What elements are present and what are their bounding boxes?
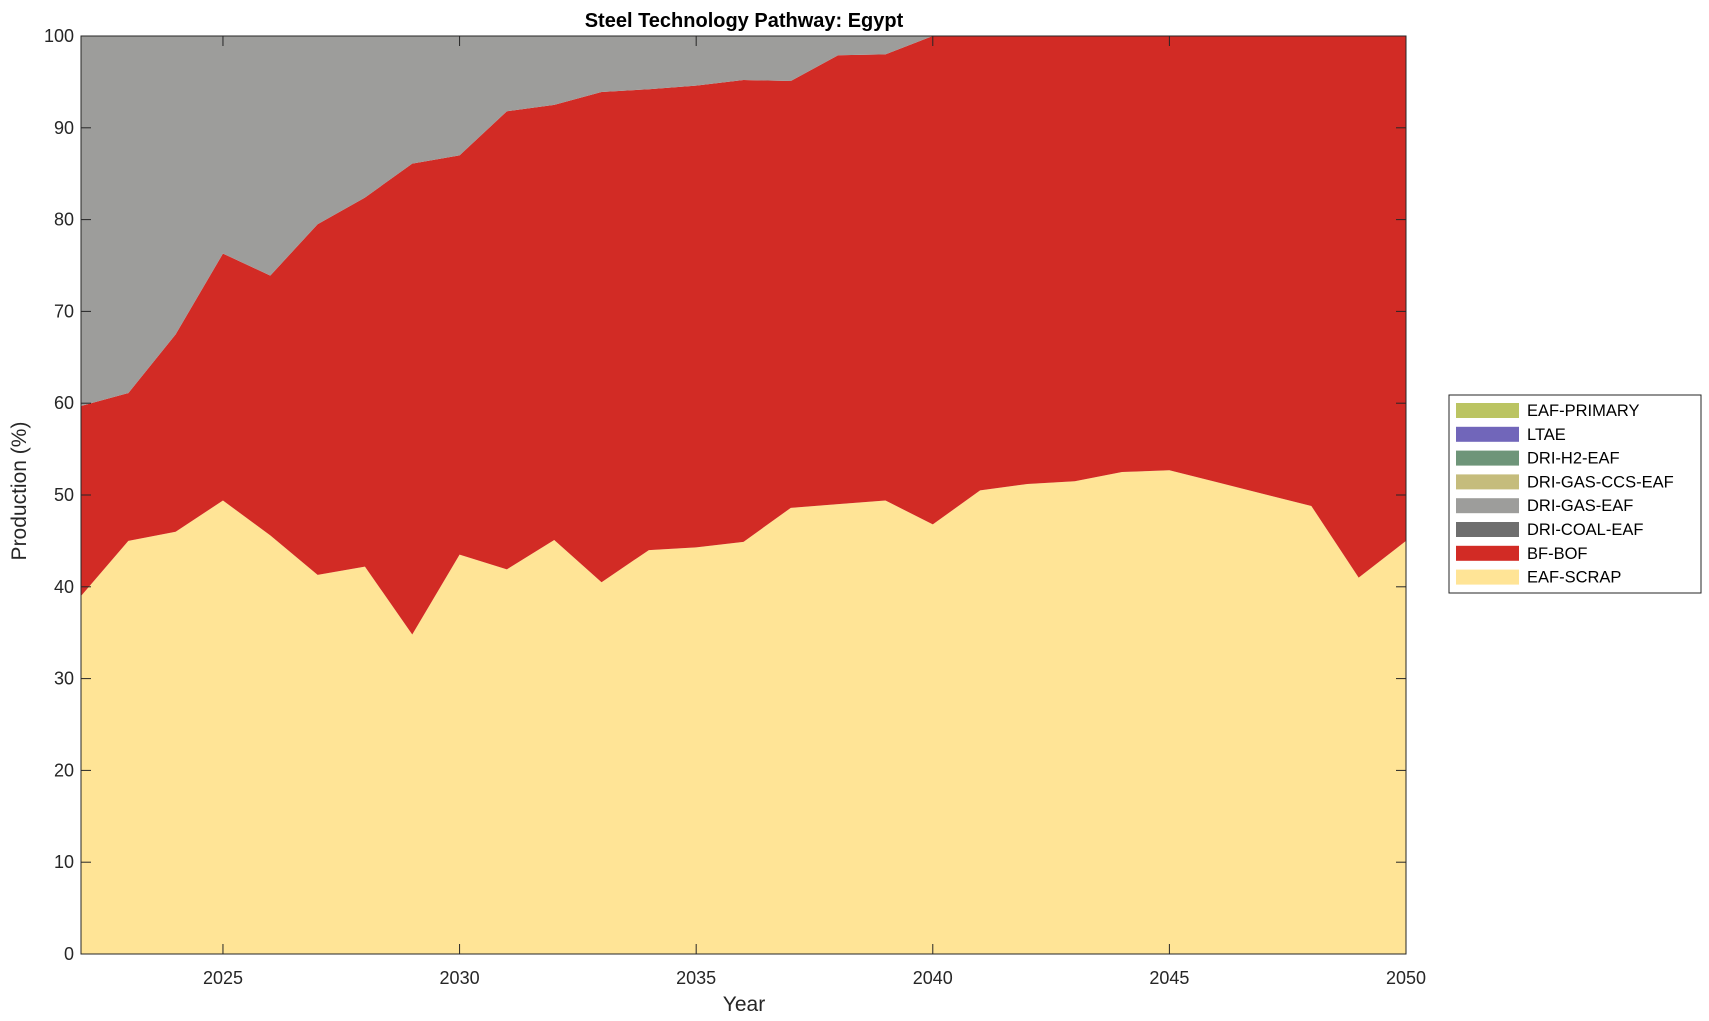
legend-label: EAF-PRIMARY	[1527, 402, 1639, 420]
legend-box	[1448, 394, 1702, 594]
legend-label: DRI-GAS-EAF	[1527, 497, 1633, 515]
x-axis-label: Year	[723, 993, 765, 1016]
legend-swatch	[1456, 474, 1519, 490]
area-dri-gas-eaf	[81, 36, 1406, 406]
y-tick-label: 70	[54, 301, 74, 321]
legend-swatch	[1456, 522, 1519, 537]
x-tick-label: 2045	[1149, 968, 1189, 988]
y-tick-label: 50	[54, 485, 74, 505]
x-tick-label: 2030	[440, 968, 480, 988]
x-tick-labels: 2025 2030 2035 2040 2045 2050	[203, 968, 1426, 988]
legend-label: DRI-H2-EAF	[1527, 450, 1620, 468]
legend-swatch	[1456, 403, 1519, 418]
y-axis-label: Production (%)	[8, 422, 31, 561]
legend-swatch	[1456, 450, 1519, 466]
area-eaf-scrap	[81, 470, 1406, 954]
legend-swatch	[1456, 498, 1519, 514]
legend-label: EAF-SCRAP	[1527, 569, 1621, 587]
x-tick-label: 2050	[1386, 968, 1426, 988]
y-tick-label: 80	[54, 210, 74, 230]
legend-label: DRI-GAS-CCS-EAF	[1527, 473, 1674, 491]
legend: EAF-PRIMARY LTAE DRI-H2-EAF DRI-GAS-CCS-EAF…	[1448, 394, 1702, 594]
axis-ticks	[81, 35, 1407, 955]
y-tick-label: 30	[54, 669, 74, 689]
legend-label: BF-BOF	[1527, 545, 1588, 563]
legend-swatch	[1456, 426, 1519, 442]
chart-title: Steel Technology Pathway: Egypt	[585, 10, 904, 32]
y-tick-labels: 0 10 20 30 40 50 60 70 80 90 100	[44, 26, 74, 964]
y-tick-label: 60	[54, 393, 74, 413]
x-tick-label: 2035	[676, 968, 716, 988]
legend-label: DRI-COAL-EAF	[1527, 521, 1643, 539]
y-tick-label: 0	[64, 944, 74, 964]
legend-label: LTAE	[1527, 426, 1566, 444]
y-tick-label: 10	[54, 852, 74, 872]
y-tick-label: 40	[54, 577, 74, 597]
y-tick-label: 100	[44, 26, 74, 46]
legend-swatch	[1456, 569, 1519, 585]
x-tick-label: 2025	[203, 968, 243, 988]
legend-swatch	[1456, 545, 1519, 561]
y-tick-label: 20	[54, 760, 74, 780]
y-tick-label: 90	[54, 118, 74, 138]
area-bf-bof	[81, 36, 1406, 635]
plot-area	[81, 36, 1406, 954]
x-tick-label: 2040	[913, 968, 953, 988]
